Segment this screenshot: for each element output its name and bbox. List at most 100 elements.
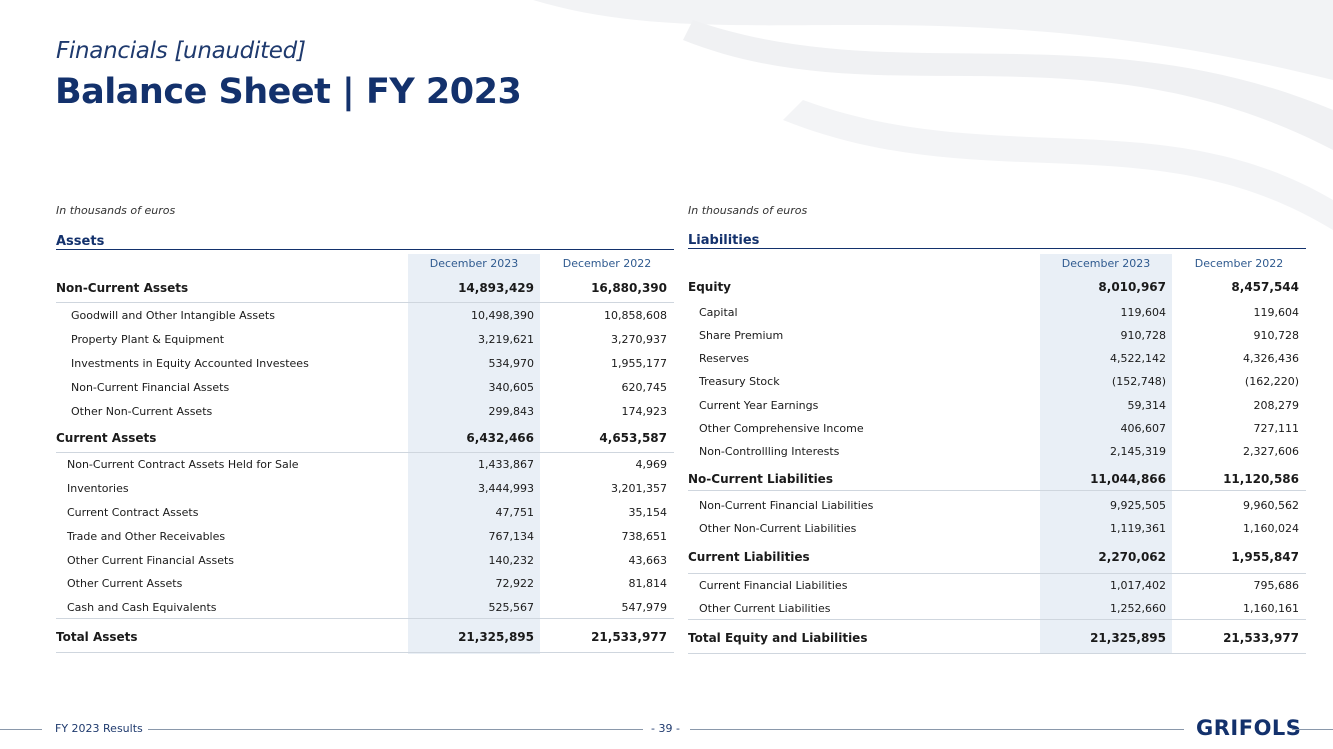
row-label: Inventories (67, 482, 129, 495)
footer-rule-left-short (0, 729, 42, 730)
row-value-dec-2022: 35,154 (628, 506, 668, 519)
row-value-dec-2023: 8,010,967 (1098, 280, 1166, 294)
table-row: Non-Current Contract Assets Held for Sal… (56, 453, 674, 476)
row-value-dec-2023: 14,893,429 (458, 281, 534, 295)
row-value-dec-2023: 21,325,895 (458, 630, 534, 644)
row-value-dec-2022: 9,960,562 (1243, 499, 1299, 512)
table-row: Other Non-Current Assets 299,843 174,923 (56, 400, 674, 423)
table-row: Non-Current Financial Assets 340,605 620,7… (56, 376, 674, 399)
row-value-dec-2022: 11,120,586 (1223, 472, 1299, 486)
row-divider (688, 619, 1306, 620)
row-divider (56, 452, 674, 453)
row-value-dec-2022: 727,111 (1253, 422, 1300, 435)
row-value-dec-2022: 738,651 (621, 530, 668, 543)
assets-section-title: Assets (56, 234, 105, 249)
page-subtitle: Financials [unaudited] (56, 38, 306, 64)
row-value-dec-2022: 620,745 (621, 381, 668, 394)
table-row: Equity 8,010,967 8,457,544 (688, 275, 1306, 298)
page-title: Balance Sheet | FY 2023 (55, 72, 522, 112)
footer-page-number: - 39 - (651, 722, 680, 735)
table-row: Current Assets 6,432,466 4,653,587 (56, 426, 674, 449)
row-label: Non-Current Contract Assets Held for Sal… (67, 458, 299, 471)
row-value-dec-2023: 406,607 (1120, 422, 1167, 435)
row-divider (688, 573, 1306, 574)
row-label: Investments in Equity Accounted Investee… (71, 357, 309, 370)
assets-col-dec-2022: December 2022 (562, 257, 652, 270)
row-label: Current Financial Liabilities (699, 579, 848, 592)
footer-rule-middle-right (690, 729, 1184, 730)
row-value-dec-2023: 1,252,660 (1110, 602, 1166, 615)
row-value-dec-2023: 1,017,402 (1110, 579, 1166, 592)
row-value-dec-2023: 1,433,867 (478, 458, 534, 471)
row-value-dec-2022: 8,457,544 (1231, 280, 1299, 294)
row-label: Cash and Cash Equivalents (67, 601, 217, 614)
row-value-dec-2022: 547,979 (621, 601, 668, 614)
row-value-dec-2022: 81,814 (628, 577, 668, 590)
table-row: Total Equity and Liabilities 21,325,895 21… (688, 626, 1306, 649)
grifols-logo: GRIFOLS (1196, 716, 1302, 740)
row-label: Other Current Liabilities (699, 602, 831, 615)
table-row: Other Current Liabilities 1,252,660 1,160,… (688, 597, 1306, 620)
row-value-dec-2022: 1,160,161 (1243, 602, 1299, 615)
row-label: Non-Current Financial Assets (71, 381, 230, 394)
row-label: Total Equity and Liabilities (688, 631, 868, 645)
row-label: Reserves (699, 352, 749, 365)
background-wave-decoration (533, 0, 1333, 230)
row-value-dec-2023: 910,728 (1120, 329, 1167, 342)
table-row: Inventories 3,444,993 3,201,357 (56, 477, 674, 500)
row-value-dec-2022: (162,220) (1244, 375, 1299, 388)
row-value-dec-2023: 6,432,466 (466, 431, 534, 445)
row-value-dec-2023: 10,498,390 (471, 309, 534, 322)
table-row: Goodwill and Other Intangible Assets 10,4… (56, 304, 674, 327)
row-label: Equity (688, 280, 732, 294)
row-value-dec-2022: 1,160,024 (1243, 522, 1299, 535)
row-value-dec-2023: 3,219,621 (478, 333, 534, 346)
table-row: Reserves 4,522,142 4,326,436 (688, 347, 1306, 370)
assets-col-dec-2023: December 2023 (429, 257, 519, 270)
row-label: Non-Current Financial Liabilities (699, 499, 874, 512)
row-value-dec-2023: 2,145,319 (1110, 445, 1166, 458)
row-label: Other Current Financial Assets (67, 554, 235, 567)
row-value-dec-2023: 2,270,062 (1098, 550, 1166, 564)
row-label: Other Non-Current Liabilities (699, 522, 857, 535)
liabilities-section-rule (688, 248, 1306, 249)
row-value-dec-2023: 140,232 (488, 554, 535, 567)
row-divider (688, 653, 1306, 654)
table-row: Non-Current Financial Liabilities 9,925,5… (688, 494, 1306, 517)
row-label: Current Contract Assets (67, 506, 199, 519)
footer-rule-right-short (1292, 729, 1333, 730)
row-value-dec-2022: 43,663 (628, 554, 668, 567)
row-value-dec-2023: 72,922 (495, 577, 535, 590)
row-value-dec-2022: 16,880,390 (591, 281, 667, 295)
liabilities-section-title: Liabilities (688, 233, 760, 248)
table-row: Other Current Financial Assets 140,232 43,… (56, 549, 674, 572)
row-label: Total Assets (56, 630, 138, 644)
row-value-dec-2022: 3,270,937 (611, 333, 667, 346)
row-label: Trade and Other Receivables (67, 530, 226, 543)
table-row: Other Current Assets 72,922 81,814 (56, 572, 674, 595)
row-divider (56, 652, 674, 653)
row-value-dec-2022: 2,327,606 (1243, 445, 1299, 458)
row-value-dec-2023: 534,970 (488, 357, 535, 370)
table-row: Total Assets 21,325,895 21,533,977 (56, 625, 674, 648)
assets-section-rule (56, 249, 674, 250)
table-row: Current Contract Assets 47,751 35,154 (56, 501, 674, 524)
row-label: Current Assets (56, 431, 157, 445)
table-row: Treasury Stock (152,748) (162,220) (688, 370, 1306, 393)
row-label: Share Premium (699, 329, 784, 342)
row-value-dec-2023: 9,925,505 (1110, 499, 1166, 512)
row-value-dec-2023: 21,325,895 (1090, 631, 1166, 645)
footer-rule-middle-left (148, 729, 643, 730)
row-label: Other Current Assets (67, 577, 183, 590)
row-value-dec-2023: 1,119,361 (1110, 522, 1166, 535)
assets-unit-note: In thousands of euros (56, 204, 176, 217)
row-value-dec-2023: 525,567 (488, 601, 535, 614)
table-row: Current Year Earnings 59,314 208,279 (688, 394, 1306, 417)
row-value-dec-2023: 767,134 (488, 530, 535, 543)
row-value-dec-2022: 119,604 (1253, 306, 1300, 319)
liabilities-col-dec-2023: December 2023 (1061, 257, 1151, 270)
table-row: Other Non-Current Liabilities 1,119,361 1,… (688, 517, 1306, 540)
row-value-dec-2022: 21,533,977 (1223, 631, 1299, 645)
liabilities-highlight-column (1040, 254, 1172, 654)
row-value-dec-2023: (152,748) (1111, 375, 1166, 388)
